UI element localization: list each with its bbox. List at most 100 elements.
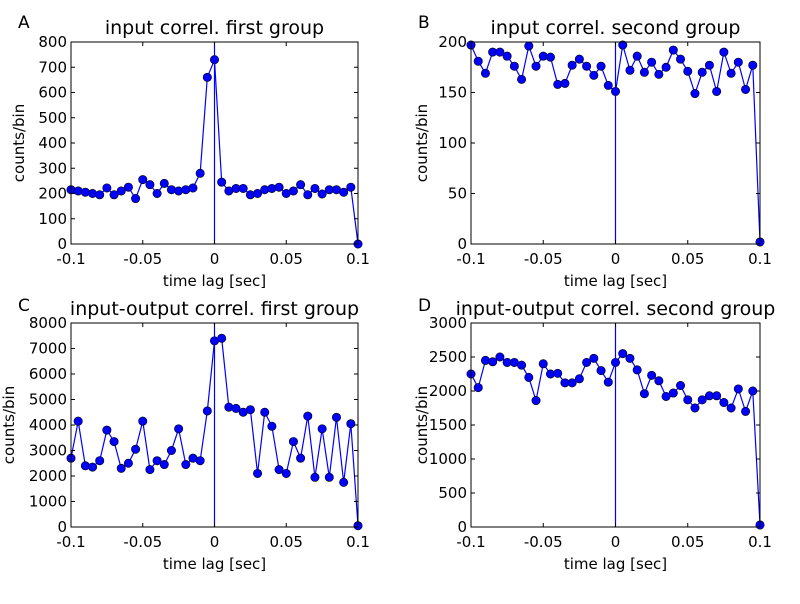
data-point xyxy=(582,61,592,71)
data-point xyxy=(697,67,707,77)
data-point xyxy=(495,47,505,57)
y-tick-label: 2500 xyxy=(429,348,467,366)
data-point xyxy=(116,186,126,196)
data-point xyxy=(95,190,105,200)
data-point xyxy=(632,365,642,375)
data-point xyxy=(145,180,155,190)
data-point xyxy=(589,70,599,80)
data-point xyxy=(524,41,534,51)
data-point xyxy=(517,74,527,84)
x-tick-label: -0.05 xyxy=(123,250,162,268)
y-tick-label: 300 xyxy=(38,159,67,177)
data-point xyxy=(524,372,534,382)
data-point xyxy=(159,178,169,188)
data-point xyxy=(596,61,606,71)
data-point xyxy=(668,388,678,398)
data-point xyxy=(567,378,577,388)
x-tick-label: 0.05 xyxy=(671,250,704,268)
data-point xyxy=(726,68,736,78)
data-point xyxy=(473,56,483,66)
data-point xyxy=(253,468,263,478)
data-point xyxy=(741,406,751,416)
data-point xyxy=(748,60,758,70)
data-point xyxy=(339,187,349,197)
y-tick-label: 0 xyxy=(457,235,467,253)
y-tick-label: 600 xyxy=(38,84,67,102)
data-point xyxy=(704,60,714,70)
data-point xyxy=(202,406,212,416)
data-point xyxy=(625,353,635,363)
data-point xyxy=(195,168,205,178)
data-point xyxy=(719,398,729,408)
panel-label: C xyxy=(18,296,30,316)
data-point xyxy=(509,61,519,71)
y-tick-label: 100 xyxy=(38,210,67,228)
data-point xyxy=(317,189,327,199)
data-point xyxy=(166,445,176,455)
data-point xyxy=(603,377,613,387)
data-point xyxy=(531,61,541,71)
data-point xyxy=(697,395,707,405)
x-tick-label: -0.1 xyxy=(456,533,485,551)
data-point xyxy=(473,383,483,393)
y-tick-label: 7000 xyxy=(29,340,67,358)
data-point xyxy=(88,462,98,472)
x-tick-label: -0.1 xyxy=(456,250,485,268)
x-axis-label: time lag [sec] xyxy=(564,555,667,573)
data-point xyxy=(545,52,555,62)
data-point xyxy=(668,45,678,55)
data-point xyxy=(317,424,327,434)
y-tick-label: 500 xyxy=(438,484,467,502)
x-axis-label: time lag [sec] xyxy=(564,272,667,290)
data-point xyxy=(632,51,642,61)
data-point xyxy=(596,366,606,376)
y-tick-label: 1000 xyxy=(429,450,467,468)
y-tick-label: 4000 xyxy=(29,416,67,434)
data-point xyxy=(683,66,693,76)
x-tick-label: 0.1 xyxy=(346,533,370,551)
y-tick-label: 1000 xyxy=(29,493,67,511)
data-point xyxy=(661,391,671,401)
chart-title: input-output correl. first group xyxy=(70,298,359,320)
data-point xyxy=(303,190,313,200)
y-tick-label: 100 xyxy=(438,134,467,152)
x-tick-label: 0 xyxy=(611,533,621,551)
data-point xyxy=(531,396,541,406)
y-axis-label: counts/bin xyxy=(413,104,431,182)
data-point xyxy=(131,194,141,204)
data-point xyxy=(303,411,313,421)
data-point xyxy=(310,472,320,482)
data-point xyxy=(217,333,227,343)
data-point xyxy=(310,183,320,193)
x-tick-label: 0.05 xyxy=(671,533,704,551)
panel-label: D xyxy=(418,296,431,316)
data-point xyxy=(102,183,112,193)
y-tick-label: 200 xyxy=(38,185,67,203)
data-point xyxy=(733,384,743,394)
x-axis-label: time lag [sec] xyxy=(163,272,266,290)
data-point xyxy=(253,189,263,199)
y-tick-label: 50 xyxy=(448,185,467,203)
data-point xyxy=(245,405,255,415)
data-point xyxy=(274,182,284,192)
data-point xyxy=(683,395,693,405)
data-point xyxy=(690,89,700,99)
data-point xyxy=(324,472,334,482)
data-point xyxy=(647,370,657,380)
data-point xyxy=(488,357,498,367)
data-point xyxy=(116,463,126,473)
data-point xyxy=(661,62,671,72)
data-point xyxy=(582,357,592,367)
data-point xyxy=(517,360,527,370)
data-point xyxy=(603,80,613,90)
y-tick-label: 150 xyxy=(438,84,467,102)
data-point xyxy=(676,54,686,64)
x-axis-label: time lag [sec] xyxy=(163,555,266,573)
data-point xyxy=(123,182,133,192)
data-point xyxy=(195,456,205,466)
data-point xyxy=(95,456,105,466)
data-point xyxy=(495,352,505,362)
